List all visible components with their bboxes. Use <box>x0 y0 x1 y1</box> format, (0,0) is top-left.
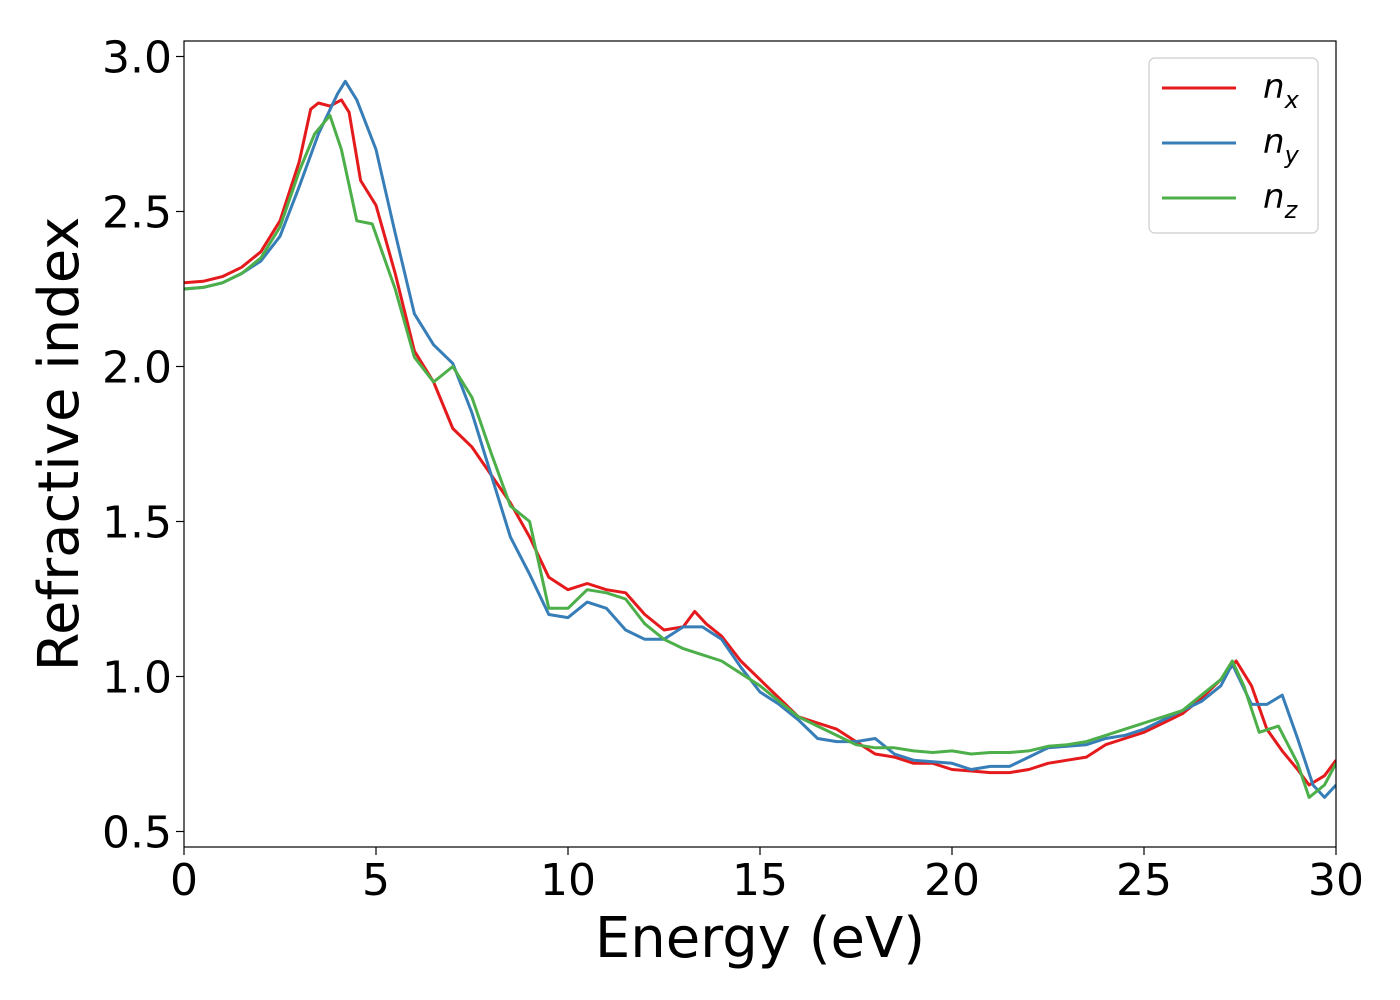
x-tick-label: 0 <box>170 855 198 906</box>
legend: nx ny nz <box>1148 57 1319 234</box>
x-tick-label: 30 <box>1308 855 1364 906</box>
y-tick-label: 2.0 <box>102 343 172 394</box>
y-tick-label: 2.5 <box>102 188 172 239</box>
x-tick-label: 10 <box>540 855 596 906</box>
x-tick-label: 15 <box>732 855 788 906</box>
series-line-z <box>184 113 1336 799</box>
series-line-x <box>184 98 1336 787</box>
legend-label-z: nz <box>1263 177 1299 224</box>
x-tick-label: 20 <box>924 855 980 906</box>
x-tick-label: 25 <box>1116 855 1172 906</box>
x-tick-label: 5 <box>362 855 390 906</box>
legend-label-y: ny <box>1263 122 1300 169</box>
legend-box <box>1148 57 1319 234</box>
y-axis-title: Refractive index <box>27 217 92 672</box>
y-tick-label: 3.0 <box>102 33 172 84</box>
y-tick-label: 0.5 <box>102 808 172 859</box>
y-tick-label: 1.0 <box>102 653 172 704</box>
legend-label-x: nx <box>1263 67 1300 114</box>
x-axis-title: Energy (eV) <box>595 906 925 971</box>
y-tick-label: 1.5 <box>102 498 172 549</box>
